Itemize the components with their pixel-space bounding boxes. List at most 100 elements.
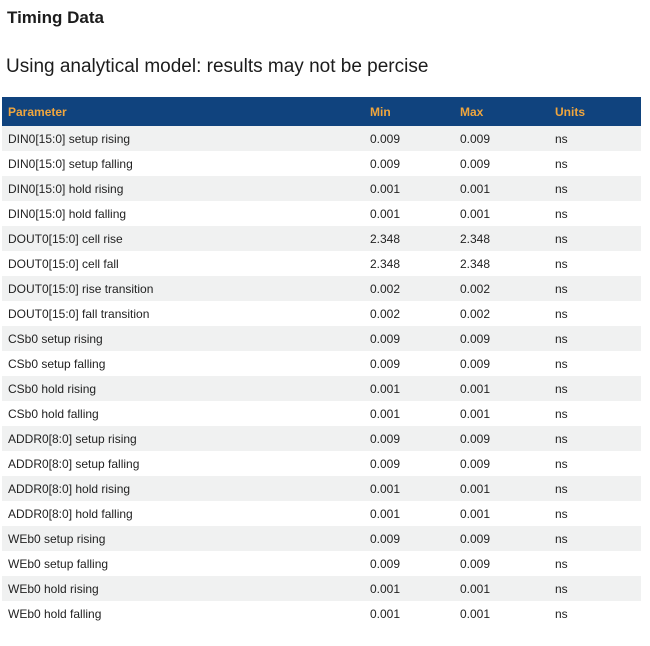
column-header-parameter: Parameter [2,97,370,126]
units-cell: ns [555,381,568,396]
table-row: DIN0[15:0] hold falling 0.001 0.001 ns [2,201,641,226]
min-cell: 0.001 [370,206,401,221]
parameter-cell: ADDR0[8:0] setup falling [8,456,140,471]
units-cell: ns [555,206,568,221]
parameter-cell: ADDR0[8:0] setup rising [8,431,137,446]
min-cell: 0.009 [370,431,401,446]
min-cell: 0.009 [370,131,401,146]
min-cell: 0.001 [370,381,401,396]
parameter-cell: DIN0[15:0] hold falling [8,206,127,221]
units-cell: ns [555,581,568,596]
units-cell: ns [555,506,568,521]
min-cell: 0.001 [370,506,401,521]
parameter-cell: DOUT0[15:0] fall transition [8,306,150,321]
min-cell: 0.009 [370,556,401,571]
units-cell: ns [555,431,568,446]
units-cell: ns [555,456,568,471]
parameter-cell: DOUT0[15:0] cell rise [8,231,123,246]
max-cell: 0.002 [460,281,491,296]
units-cell: ns [555,231,568,246]
table-row: DOUT0[15:0] cell rise 2.348 2.348 ns [2,226,641,251]
table-row: WEb0 hold rising 0.001 0.001 ns [2,576,641,601]
timing-data-table: Parameter Min Max Units DIN0[15:0] setup… [2,97,641,626]
column-header-min: Min [370,97,460,126]
min-cell: 0.001 [370,606,401,621]
min-cell: 0.009 [370,531,401,546]
parameter-cell: DOUT0[15:0] rise transition [8,281,154,296]
units-cell: ns [555,181,568,196]
parameter-cell: WEb0 hold rising [8,581,99,596]
min-cell: 0.009 [370,356,401,371]
max-cell: 0.009 [460,456,491,471]
table-body: DIN0[15:0] setup rising 0.009 0.009 ns D… [2,126,641,626]
max-cell: 0.001 [460,181,491,196]
units-cell: ns [555,356,568,371]
units-cell: ns [555,606,568,621]
table-row: ADDR0[8:0] setup falling 0.009 0.009 ns [2,451,641,476]
min-cell: 0.009 [370,156,401,171]
max-cell: 2.348 [460,231,491,246]
units-cell: ns [555,331,568,346]
max-cell: 0.009 [460,331,491,346]
parameter-cell: DOUT0[15:0] cell fall [8,256,119,271]
table-row: WEb0 hold falling 0.001 0.001 ns [2,601,641,626]
units-cell: ns [555,556,568,571]
min-cell: 2.348 [370,256,401,271]
units-cell: ns [555,306,568,321]
table-row: CSb0 setup falling 0.009 0.009 ns [2,351,641,376]
max-cell: 2.348 [460,256,491,271]
max-cell: 0.002 [460,306,491,321]
table-row: CSb0 hold rising 0.001 0.001 ns [2,376,641,401]
parameter-cell: CSb0 hold rising [8,381,97,396]
table-row: ADDR0[8:0] setup rising 0.009 0.009 ns [2,426,641,451]
units-cell: ns [555,531,568,546]
parameter-cell: DIN0[15:0] hold rising [8,181,124,196]
table-row: ADDR0[8:0] hold rising 0.001 0.001 ns [2,476,641,501]
min-cell: 0.009 [370,331,401,346]
table-row: DIN0[15:0] setup rising 0.009 0.009 ns [2,126,641,151]
table-header-row: Parameter Min Max Units [2,97,641,126]
min-cell: 0.001 [370,581,401,596]
table-row: DIN0[15:0] setup falling 0.009 0.009 ns [2,151,641,176]
units-cell: ns [555,406,568,421]
max-cell: 0.009 [460,531,491,546]
max-cell: 0.001 [460,206,491,221]
max-cell: 0.001 [460,381,491,396]
table-row: CSb0 hold falling 0.001 0.001 ns [2,401,641,426]
min-cell: 0.001 [370,481,401,496]
parameter-cell: WEb0 setup rising [8,531,106,546]
table-row: DOUT0[15:0] cell fall 2.348 2.348 ns [2,251,641,276]
parameter-cell: ADDR0[8:0] hold falling [8,506,133,521]
max-cell: 0.001 [460,406,491,421]
min-cell: 0.002 [370,306,401,321]
min-cell: 2.348 [370,231,401,246]
max-cell: 0.001 [460,581,491,596]
table-header: Parameter Min Max Units [2,97,641,126]
max-cell: 0.001 [460,606,491,621]
table-row: CSb0 setup rising 0.009 0.009 ns [2,326,641,351]
table-row: DOUT0[15:0] fall transition 0.002 0.002 … [2,301,641,326]
table-row: WEb0 setup falling 0.009 0.009 ns [2,551,641,576]
parameter-cell: DIN0[15:0] setup rising [8,131,131,146]
max-cell: 0.009 [460,131,491,146]
max-cell: 0.009 [460,156,491,171]
parameter-cell: DIN0[15:0] setup falling [8,156,133,171]
parameter-cell: WEb0 setup falling [8,556,109,571]
parameter-cell: WEb0 hold falling [8,606,102,621]
min-cell: 0.002 [370,281,401,296]
parameter-cell: CSb0 setup rising [8,331,103,346]
table-row: DOUT0[15:0] rise transition 0.002 0.002 … [2,276,641,301]
max-cell: 0.009 [460,556,491,571]
max-cell: 0.009 [460,431,491,446]
page-title: Timing Data [7,8,104,27]
table-row: DIN0[15:0] hold rising 0.001 0.001 ns [2,176,641,201]
max-cell: 0.009 [460,356,491,371]
column-header-max: Max [460,97,555,126]
table-row: WEb0 setup rising 0.009 0.009 ns [2,526,641,551]
page-subtitle: Using analytical model: results may not … [6,56,429,77]
min-cell: 0.009 [370,456,401,471]
min-cell: 0.001 [370,181,401,196]
table-row: ADDR0[8:0] hold falling 0.001 0.001 ns [2,501,641,526]
parameter-cell: ADDR0[8:0] hold rising [8,481,131,496]
